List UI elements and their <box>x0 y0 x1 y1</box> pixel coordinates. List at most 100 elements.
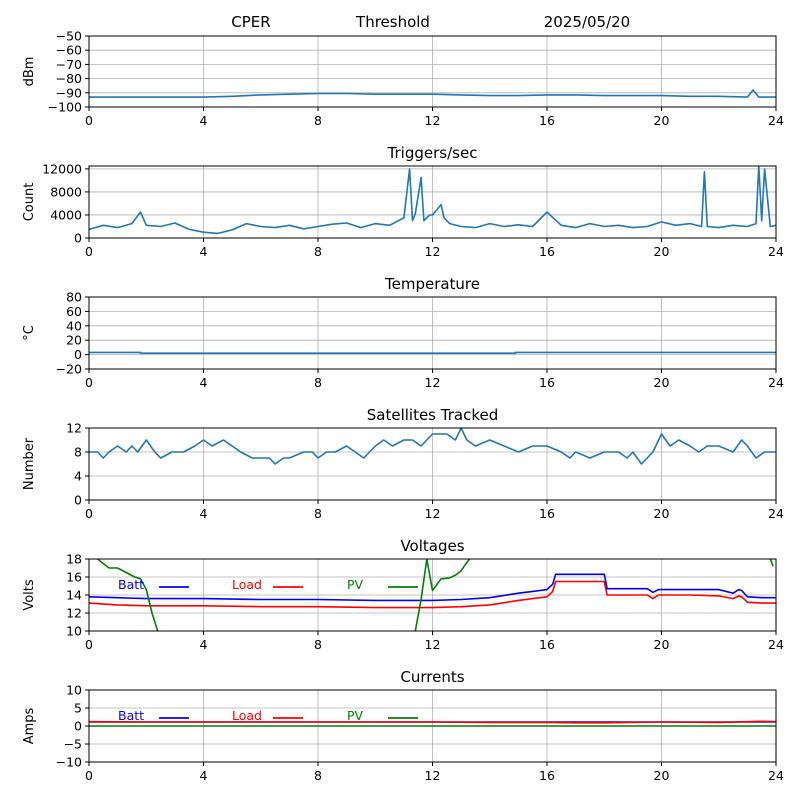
x-tick-label: 16 <box>539 113 555 128</box>
y-tick-label: 10 <box>66 683 82 698</box>
y-tick-label: −5 <box>64 737 82 752</box>
y-tick-label: −80 <box>56 71 82 86</box>
y-axis-label: Volts <box>22 579 37 611</box>
y-tick-label: 40 <box>66 318 82 333</box>
panel-threshold: 0 4 8 12 16 20 24 −100−90−80−70−60−50 dBm <box>22 29 784 129</box>
y-tick-label: 12 <box>66 421 82 436</box>
series-line <box>89 351 776 355</box>
y-tick-label: 14 <box>66 588 82 603</box>
x-tick-label: 0 <box>85 637 93 652</box>
x-tick-label: 24 <box>768 113 784 128</box>
x-tick-label: 4 <box>200 768 208 783</box>
x-tick-label: 20 <box>654 637 670 652</box>
panel-voltages: 0 4 8 12 16 20 24 10 12 14 16 18 Voltages Volts Batt Lo… <box>22 537 784 652</box>
y-tick-label: 8 <box>74 445 82 460</box>
y-tick-label: −90 <box>56 85 82 100</box>
y-axis-label: Number <box>22 437 37 490</box>
y-tick-label: −70 <box>56 57 82 72</box>
figure-header: CPER Threshold 2025/05/20 <box>231 13 630 31</box>
y-tick-label: 0 <box>74 493 82 508</box>
series-line-pv <box>414 559 471 631</box>
x-tick-label: 24 <box>768 506 784 521</box>
x-tick-label: 16 <box>539 375 555 390</box>
series-line <box>89 166 776 235</box>
series-group <box>89 428 776 465</box>
header-date: 2025/05/20 <box>544 13 630 31</box>
series-line-load <box>89 720 776 724</box>
panel-title: Voltages <box>400 537 464 555</box>
y-tick-label: 5 <box>74 701 82 716</box>
y-tick-label: 10 <box>66 624 82 639</box>
x-tick-label: 0 <box>85 768 93 783</box>
x-tick-label: 12 <box>425 768 441 783</box>
x-tick-label: 16 <box>539 637 555 652</box>
series-group <box>89 89 776 98</box>
x-tick-label: 24 <box>768 768 784 783</box>
series-line-pv <box>769 559 774 567</box>
header-mode: Threshold <box>355 13 430 31</box>
x-tick-label: 8 <box>314 113 322 128</box>
series-group <box>89 720 776 727</box>
x-tick-label: 20 <box>654 375 670 390</box>
x-tick-label: 8 <box>314 506 322 521</box>
x-tick-label: 16 <box>539 768 555 783</box>
y-tick-label: 16 <box>66 570 82 585</box>
x-tick-label: 4 <box>200 506 208 521</box>
series-line-load <box>89 580 776 609</box>
y-tick-label: −50 <box>56 29 82 44</box>
y-tick-label: 0 <box>74 347 82 362</box>
legend-label-batt: Batt <box>118 708 144 723</box>
x-tick-label: 12 <box>425 637 441 652</box>
y-axis-label: Amps <box>22 707 37 744</box>
y-tick-label: 18 <box>66 552 82 567</box>
y-tick-label: 0 <box>74 231 82 246</box>
panel-title: Currents <box>400 668 464 686</box>
y-tick-label: 8000 <box>50 184 82 199</box>
x-tick-label: 20 <box>654 113 670 128</box>
x-tick-label: 0 <box>85 375 93 390</box>
x-tick-label: 8 <box>314 637 322 652</box>
series-group <box>89 166 776 235</box>
y-tick-label: 12 <box>66 606 82 621</box>
legend-label-load: Load <box>232 577 262 592</box>
series-group <box>89 559 776 631</box>
x-tick-label: 24 <box>768 637 784 652</box>
legend-label-pv: PV <box>347 577 364 592</box>
y-axis-label: °C <box>22 325 37 341</box>
legend-label-load: Load <box>232 708 262 723</box>
x-tick-label: 8 <box>314 375 322 390</box>
x-tick-label: 4 <box>200 637 208 652</box>
legend-label-batt: Batt <box>118 577 144 592</box>
x-tick-label: 16 <box>539 506 555 521</box>
x-tick-label: 20 <box>654 768 670 783</box>
y-tick-label: −10 <box>56 755 82 770</box>
x-tick-label: 0 <box>85 113 93 128</box>
y-tick-label: 20 <box>66 333 82 348</box>
x-tick-label: 12 <box>425 506 441 521</box>
y-tick-label: −60 <box>56 43 82 58</box>
panel-title: Temperature <box>384 275 480 293</box>
x-tick-label: 24 <box>768 375 784 390</box>
x-tick-label: 4 <box>200 244 208 259</box>
x-tick-label: 24 <box>768 244 784 259</box>
y-axis-label: Count <box>22 183 37 222</box>
y-tick-label: −100 <box>48 100 82 115</box>
y-axis-label: dBm <box>22 57 37 87</box>
y-tick-label: 12000 <box>42 161 82 176</box>
panel-title: Triggers/sec <box>387 144 478 162</box>
header-station: CPER <box>231 13 270 31</box>
series-group <box>89 351 776 355</box>
x-tick-label: 12 <box>425 113 441 128</box>
x-tick-label: 8 <box>314 244 322 259</box>
y-tick-label: 4000 <box>50 207 82 222</box>
y-tick-label: 4 <box>74 469 82 484</box>
x-tick-label: 20 <box>654 244 670 259</box>
series-line <box>89 428 776 465</box>
y-tick-label: −20 <box>56 362 82 377</box>
panel-satellites: 0 4 8 12 16 20 24 0 4 8 12 Satellites Tracked Number <box>22 406 784 521</box>
series-line <box>89 89 776 98</box>
x-tick-label: 20 <box>654 506 670 521</box>
x-tick-label: 4 <box>200 375 208 390</box>
